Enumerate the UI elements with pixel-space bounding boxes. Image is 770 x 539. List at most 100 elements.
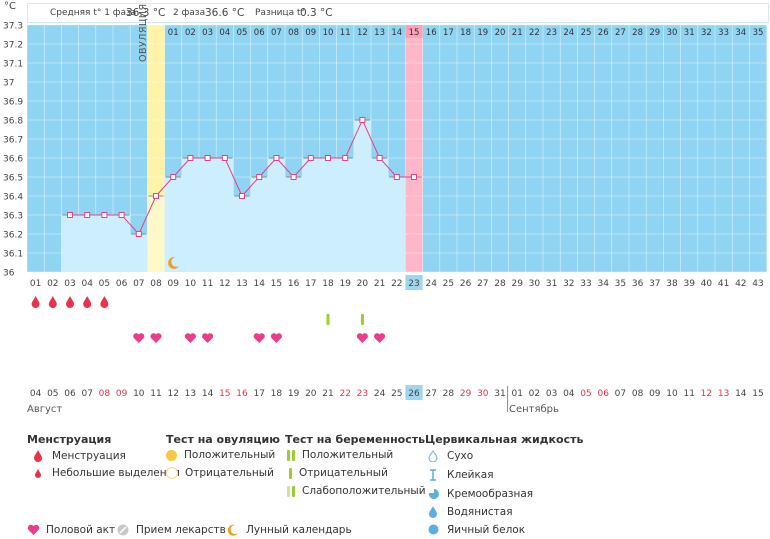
date-label: 03 — [546, 389, 557, 399]
phase2-day-label: 31 — [684, 28, 695, 38]
date-label: 14 — [735, 389, 747, 399]
cycle-day-label: 20 — [357, 279, 369, 289]
date-label: 09 — [649, 389, 661, 399]
y-tick-label: 37.2 — [3, 41, 23, 51]
temp-bar — [233, 196, 251, 272]
legend-cm-dry: Сухо — [428, 450, 473, 463]
date-label: 12 — [167, 389, 178, 399]
cycle-day-label: 05 — [99, 279, 110, 289]
phase2-day-label: 08 — [288, 28, 299, 38]
unit-label: °C — [4, 1, 16, 12]
date-label: 24 — [374, 389, 386, 399]
heart-icon — [253, 333, 265, 343]
legend-preg-negative-label: Отрицательный — [299, 467, 388, 479]
today-day-highlight — [405, 275, 423, 290]
cycle-day-label: 16 — [288, 279, 300, 289]
temp-line-segment — [361, 119, 381, 159]
cycle-day-label: 25 — [443, 279, 454, 289]
temp-point — [342, 155, 349, 161]
chart-markers — [31, 256, 386, 343]
temp-point — [239, 193, 245, 199]
y-tick-label: 37.3 — [3, 22, 23, 32]
temp-bar — [336, 158, 354, 272]
phase2-day-label: 25 — [581, 28, 592, 38]
phase2-day-label: 30 — [667, 28, 678, 38]
moon-icon — [168, 256, 180, 269]
temp-bar — [388, 177, 406, 272]
legend-intercourse: Половой акт — [27, 524, 115, 536]
temp-line-segment — [258, 157, 277, 178]
phase2-day-label: 04 — [219, 28, 230, 38]
temp-point — [359, 117, 366, 123]
temp-point — [67, 212, 73, 218]
heart-icon — [374, 333, 386, 343]
phase2-day-label: 09 — [305, 28, 316, 38]
temp-bar — [130, 234, 148, 272]
y-tick-label: 36.3 — [3, 212, 23, 222]
phase2-day-highlight — [405, 25, 423, 38]
temp-bar — [164, 177, 182, 272]
legend-menstruation-label: Менструация — [52, 450, 126, 462]
temp-point — [187, 155, 194, 161]
phase2-day-label: 12 — [357, 28, 368, 38]
dry-icon — [428, 450, 440, 463]
phase2-day-label: 03 — [202, 28, 213, 38]
avg2-value: 36.6 °C — [205, 7, 245, 19]
date-label: 05 — [580, 389, 591, 399]
temp-bar — [353, 120, 371, 272]
legend-pregnancy-test-title: Тест на беременность — [285, 433, 426, 446]
date-label: 09 — [116, 389, 128, 399]
y-tick-label: 36.4 — [3, 193, 23, 203]
legend-cm-sticky-label: Клейкая — [447, 469, 494, 481]
date-label: 11 — [150, 389, 161, 399]
y-tick-label: 36.8 — [3, 117, 23, 127]
moon-icon — [227, 524, 239, 536]
temp-point — [118, 212, 125, 218]
phase2-day-label: 17 — [443, 28, 454, 38]
watery-icon — [428, 506, 440, 518]
temp-line-segment — [344, 119, 363, 159]
temp-point — [307, 155, 314, 161]
temperature-bars — [61, 119, 422, 272]
creamy-icon — [428, 488, 440, 500]
temp-bar — [78, 215, 96, 272]
phase2-day-label: 24 — [563, 28, 574, 38]
legend-ovtest-positive-label: Положительный — [184, 449, 276, 461]
date-label: 06 — [597, 389, 609, 399]
menstruation-drop-icon — [100, 296, 109, 308]
heart-icon — [150, 333, 162, 343]
pregnancy-test-icon — [326, 314, 330, 325]
cycle-day-label: 41 — [718, 279, 729, 289]
sticky-icon — [428, 469, 440, 481]
phase2-day-label: 06 — [254, 28, 265, 38]
menstruation-drop-icon — [48, 296, 57, 308]
cycle-day-label: 22 — [391, 279, 402, 289]
temp-bar — [181, 158, 199, 272]
date-label: 23 — [357, 389, 368, 399]
temp-line-segment — [241, 176, 260, 197]
temp-point — [411, 174, 417, 180]
temp-bar — [302, 158, 320, 272]
legend-preg-weak: Слабоположительный — [287, 485, 426, 497]
cycle-day-label: 15 — [271, 279, 282, 289]
phase2-day-label: 28 — [632, 28, 643, 38]
legend-spotting-label: Небольшие выделения — [52, 467, 180, 479]
cycle-day-label: 27 — [477, 279, 488, 289]
legend-preg-negative: Отрицательный — [289, 467, 388, 479]
date-label: 10 — [133, 389, 145, 399]
cycle-day-label: 23 — [408, 279, 419, 289]
cycle-day-label: 03 — [64, 279, 75, 289]
small-drop-icon — [33, 467, 45, 479]
temp-line-segment — [379, 157, 398, 178]
phase2-day-label: 01 — [168, 28, 179, 38]
temp-point — [153, 193, 159, 199]
double-bar-icon — [287, 449, 295, 461]
ovulation-label: ОВУЛЯЦИЯ — [138, 3, 149, 62]
date-label: 05 — [47, 389, 58, 399]
temp-point — [135, 231, 142, 237]
pill-icon — [117, 524, 129, 536]
heart-icon — [356, 333, 368, 343]
legend-cm-sticky: Клейкая — [428, 469, 494, 481]
date-label: 13 — [185, 389, 196, 399]
month-september: Сентябрь — [509, 404, 559, 415]
